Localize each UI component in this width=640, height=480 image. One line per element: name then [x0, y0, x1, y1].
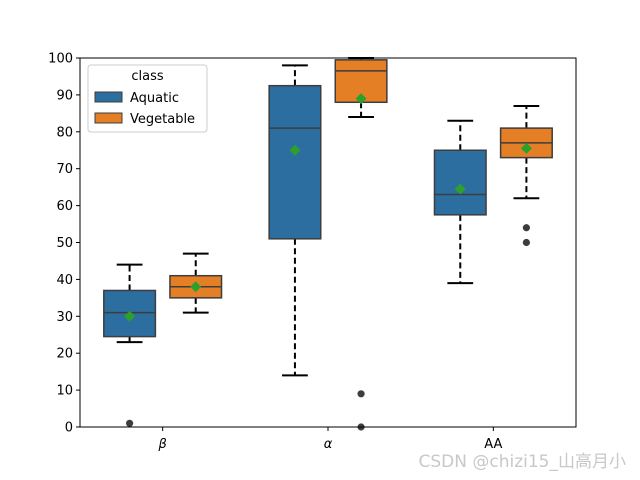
outlier-point: [522, 238, 531, 247]
box-group: [499, 104, 553, 247]
y-axis: 0 10 20 30 40 50 60 70 80 90 100: [48, 52, 80, 436]
y-tick-label: 90: [56, 88, 73, 103]
x-tick-label: α: [324, 437, 333, 452]
watermark: CSDN @chizi15_山高月小: [418, 452, 627, 472]
box-body: [433, 149, 487, 216]
box-group: [169, 252, 223, 314]
outlier-point: [126, 419, 134, 427]
outlier-point: [357, 390, 365, 398]
mean-marker: [190, 281, 202, 293]
mean-marker: [355, 93, 367, 105]
mean-marker: [289, 144, 301, 156]
box-group: [103, 263, 157, 427]
x-tick-label: β: [158, 437, 167, 452]
x-tick-label: AA: [484, 437, 502, 452]
y-tick-label: 60: [56, 199, 73, 214]
legend-swatch: [94, 91, 123, 103]
legend-title: class: [131, 69, 163, 84]
y-tick-label: 30: [56, 310, 73, 325]
box-group: [433, 119, 487, 285]
outlier-point: [522, 224, 531, 232]
y-tick-label: 50: [56, 236, 73, 251]
box-group: [268, 64, 322, 377]
legend-swatch: [94, 112, 123, 124]
y-tick-label: 20: [56, 347, 73, 362]
y-tick-label: 80: [56, 125, 73, 140]
x-axis: β α AA: [158, 427, 503, 452]
y-tick-label: 100: [48, 52, 73, 67]
y-tick-label: 0: [65, 421, 73, 436]
box-body: [268, 84, 322, 240]
legend: class Aquatic Vegetable: [87, 64, 208, 133]
legend-label: Aquatic: [130, 91, 179, 106]
mean-marker: [520, 142, 532, 154]
legend-label: Vegetable: [130, 112, 195, 127]
mean-marker: [454, 183, 466, 195]
y-tick-label: 70: [56, 162, 73, 177]
boxes-layer: [103, 57, 553, 431]
mean-marker: [124, 310, 136, 322]
y-tick-label: 40: [56, 273, 73, 288]
y-tick-label: 10: [56, 384, 73, 399]
box-group: [334, 57, 388, 431]
